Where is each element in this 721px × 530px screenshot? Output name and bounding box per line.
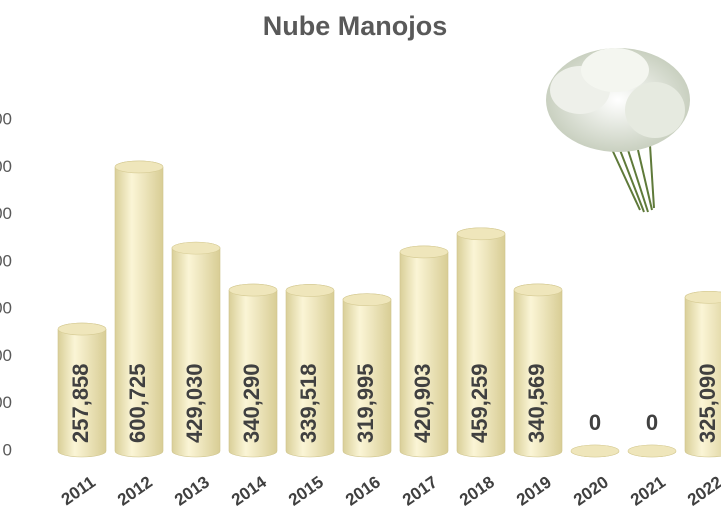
- x-tick-label: 2021: [627, 472, 669, 509]
- value-label: 319,995: [353, 363, 378, 443]
- x-tick-label: 2015: [285, 472, 327, 509]
- y-tick-label: 700,000: [0, 109, 12, 128]
- x-tick-label: 2019: [513, 472, 555, 509]
- bar-top: [285, 284, 335, 297]
- value-label: 339,518: [296, 363, 321, 443]
- bar-top: [627, 444, 677, 458]
- bar-top: [114, 160, 164, 174]
- x-tick-label: 2013: [171, 472, 213, 509]
- y-tick-label: 500,000: [0, 204, 12, 223]
- x-tick-label: 2014: [228, 472, 270, 510]
- value-label: 429,030: [182, 363, 207, 443]
- y-tick-label: 0: [3, 440, 12, 459]
- x-tick-label: 2018: [456, 472, 498, 509]
- value-label: 340,569: [524, 363, 549, 443]
- x-tick-label: 2016: [342, 472, 384, 509]
- y-tick-label: 600,000: [0, 157, 12, 176]
- y-tick-label: 100,000: [0, 393, 12, 412]
- value-label: 340,290: [239, 363, 264, 443]
- flower-illustration: [546, 48, 690, 213]
- bar-top: [342, 293, 392, 306]
- bar-top: [456, 227, 506, 241]
- bar-top: [228, 283, 278, 297]
- bar-top: [171, 241, 221, 255]
- bar-top: [684, 290, 721, 304]
- chart-title: Nube Manojos: [263, 11, 448, 41]
- bar-top: [513, 283, 563, 297]
- x-tick-label: 2012: [114, 472, 156, 509]
- value-label: 0: [646, 410, 658, 435]
- y-tick-label: 200,000: [0, 346, 12, 365]
- x-tick-label: 2020: [570, 472, 612, 509]
- bar-top: [570, 444, 620, 458]
- value-label: 325,090: [695, 363, 720, 443]
- value-label: 257,858: [68, 363, 93, 443]
- x-tick-label: 2017: [399, 472, 441, 509]
- value-label: 0: [589, 410, 601, 435]
- value-label: 459,259: [467, 363, 492, 443]
- y-tick-label: 300,000: [0, 299, 12, 318]
- x-tick-label: 2022: [684, 472, 721, 509]
- bar-top: [57, 322, 107, 336]
- value-label: 600,725: [125, 363, 150, 443]
- bar-top: [399, 245, 449, 259]
- x-tick-label: 2011: [58, 472, 99, 509]
- y-tick-label: 400,000: [0, 251, 12, 270]
- value-label: 420,903: [410, 363, 435, 443]
